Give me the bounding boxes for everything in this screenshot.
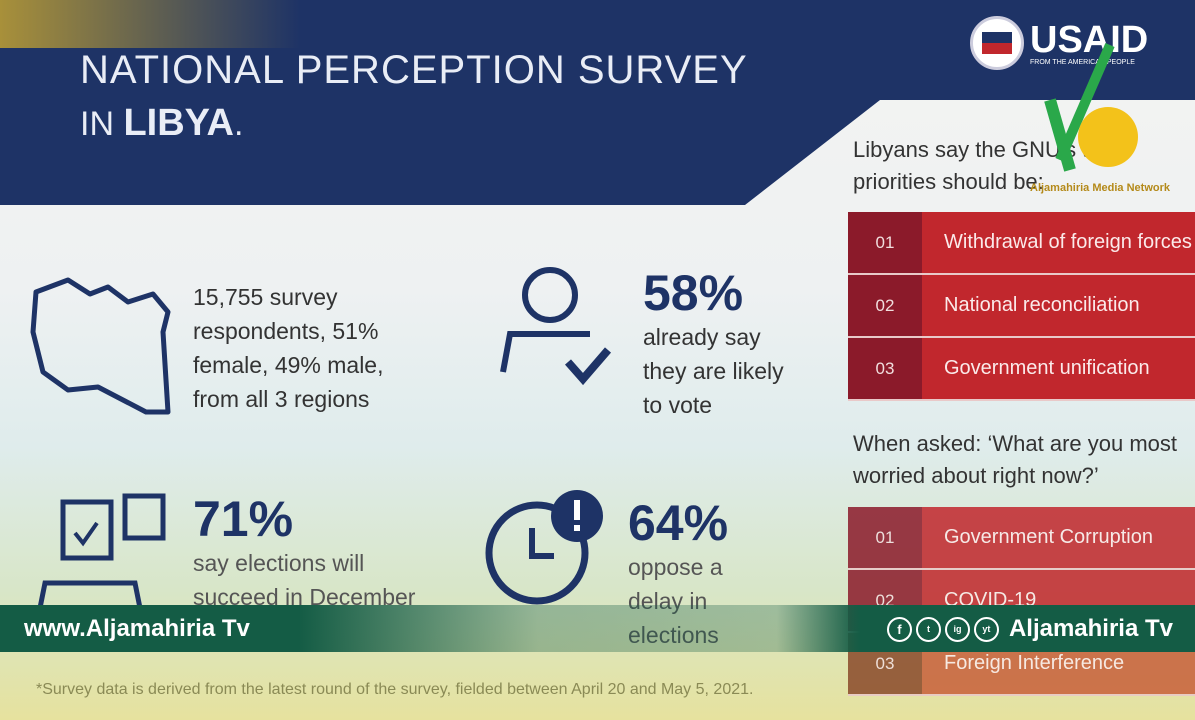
watermark-text: Aljamahiria Media Network (1030, 182, 1170, 194)
priority-row: 02 National reconciliation (848, 275, 1195, 338)
header-accent (0, 0, 300, 48)
logo-subtext: FROM THE AMERICAN PEOPLE (1030, 58, 1135, 66)
row-label: Withdrawal of foreign forces (922, 212, 1195, 273)
stat-line: respondents, 51% (193, 318, 379, 344)
youtube-icon[interactable]: yt (973, 616, 999, 642)
priorities-table: 01 Withdrawal of foreign forces 02 Nationa… (848, 212, 1195, 401)
instagram-icon[interactable]: ig (944, 616, 970, 642)
intro-line: priorities should be: (853, 169, 1044, 194)
clock-alert-icon (485, 490, 603, 605)
subtitle-country: LIBYA (123, 102, 234, 144)
row-label: Government Corruption (922, 507, 1195, 568)
ticker-channel: f t ig yt Aljamahiria Tv (886, 615, 1173, 643)
row-number: 03 (848, 338, 922, 399)
news-ticker: www.Aljamahiria Tv f t ig yt Aljamahiria… (0, 605, 1195, 652)
worries-table: 01 Government Corruption 02 COVID-19 03 For… (848, 507, 1195, 696)
row-label: Government unification (922, 338, 1195, 399)
subtitle-prefix: IN (80, 105, 114, 143)
stat-line: say elections will (193, 550, 365, 576)
worries-intro: When asked: ‘What are you most worried a… (853, 428, 1177, 492)
stat-percent: 58% (643, 265, 744, 321)
intro-line: When asked: ‘What are you most (853, 431, 1178, 456)
stat-line: female, 49% male, (193, 352, 384, 378)
ticker-channel-name: Aljamahiria Tv (1008, 615, 1173, 642)
stat-elections-succeed: 71% say elections will succeed in Decemb… (193, 492, 415, 614)
ballot-box-icon (37, 493, 166, 609)
facebook-icon[interactable]: f (886, 616, 912, 642)
stat-line: 15,755 survey (193, 284, 338, 310)
stat-respondents: 15,755 survey respondents, 51% female, 4… (193, 280, 383, 416)
libya-map-icon (30, 277, 171, 415)
row-number: 01 (848, 507, 922, 568)
person-check-icon (500, 267, 612, 386)
stat-likely-vote: 58% already say they are likely to vote (643, 266, 784, 422)
logo-text: USAID (1030, 18, 1149, 61)
twitter-icon[interactable]: t (915, 616, 941, 642)
worry-row: 01 Government Corruption (848, 507, 1195, 570)
stat-line: they are likely (643, 358, 784, 384)
stat-line: oppose a (628, 554, 723, 580)
channel-watermark-logo-icon (1044, 43, 1138, 172)
stat-percent: 71% (193, 491, 294, 547)
row-number: 02 (848, 275, 922, 336)
stat-line: to vote (643, 392, 713, 418)
priority-row: 01 Withdrawal of foreign forces (848, 212, 1195, 275)
stat-line: from all 3 regions (193, 386, 370, 412)
page-subtitle: IN LIBYA. (80, 102, 244, 144)
stat-percent: 64% (628, 495, 729, 551)
usaid-logo: USAID FROM THE AMERICAN PEOPLE (970, 16, 1148, 70)
row-label: National reconciliation (922, 275, 1195, 336)
page-title: NATIONAL PERCEPTION SURVEY (80, 48, 748, 92)
intro-line: worried about right now?’ (853, 463, 1099, 488)
usaid-seal-icon (970, 16, 1024, 70)
priority-row: 03 Government unification (848, 338, 1195, 401)
row-number: 01 (848, 212, 922, 273)
footnote: *Survey data is derived from the latest … (36, 681, 754, 698)
stat-line: already say (643, 324, 761, 350)
ticker-website[interactable]: www.Aljamahiria Tv (24, 615, 250, 642)
